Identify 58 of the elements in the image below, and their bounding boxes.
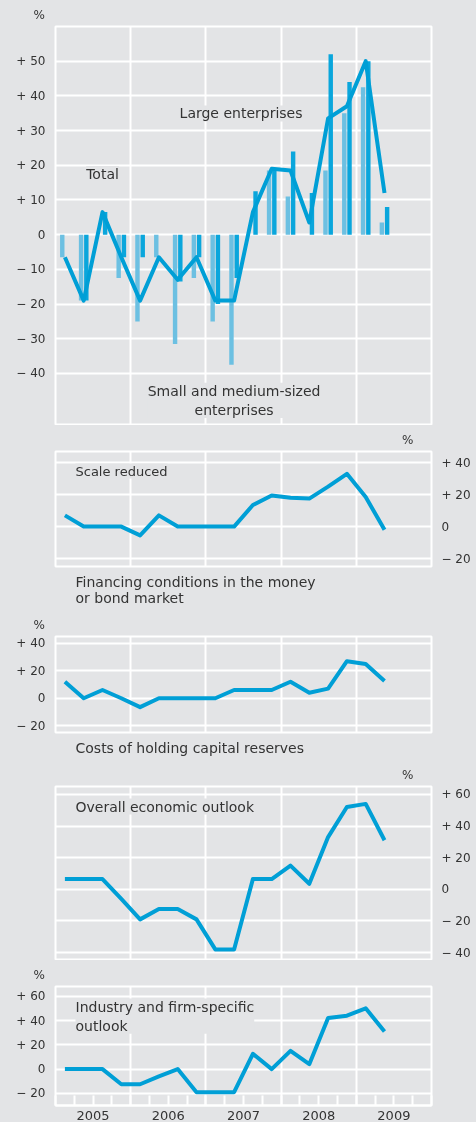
y2-tick-label: − 20 (441, 913, 471, 928)
y-tick-label: 0 (37, 1062, 46, 1077)
y-tick-label: + 50 (16, 54, 46, 69)
text: Costs of holding capital reserves (75, 739, 305, 756)
y-tick-label: − 10 (16, 262, 46, 277)
y2-axis-title: % (402, 432, 414, 447)
bar (384, 206, 390, 235)
bar (347, 82, 352, 235)
annotation: Total (85, 166, 119, 183)
y2-tick-label: − 40 (441, 945, 471, 960)
y-tick-label: + 20 (16, 1037, 46, 1052)
y2-tick-label: + 20 (441, 487, 471, 502)
y-tick-label: + 30 (16, 123, 46, 138)
y2-tick-label: + 40 (441, 819, 471, 834)
y-tick-label: − 20 (16, 1086, 46, 1101)
annotation: Small and medium-sized enterprises (147, 382, 321, 418)
text: Scale reduced (75, 463, 168, 479)
y-tick-label: − 20 (16, 297, 46, 312)
y-tick-label: + 40 (16, 636, 46, 651)
y2-tick-label: + 20 (441, 850, 471, 865)
x-tick-label: 2009 (377, 1107, 411, 1122)
y-tick-label: − 30 (16, 331, 46, 346)
text: Industry and firm-specific outlook (75, 998, 255, 1034)
y2-tick-label: + 40 (441, 455, 471, 470)
bar (285, 196, 291, 235)
bar (342, 113, 347, 235)
y2-tick-label: + 60 (441, 787, 471, 802)
y-tick-label: − 40 (16, 366, 46, 381)
line-series (62, 659, 387, 710)
x-tick-label: 2006 (151, 1107, 185, 1122)
y-tick-label: + 40 (16, 1013, 46, 1028)
y-tick-label: + 10 (16, 192, 46, 207)
y2-tick-label: − 20 (441, 551, 471, 566)
y-tick-label: − 20 (16, 718, 46, 733)
text: Overall economic outlook (75, 798, 255, 815)
bar (272, 170, 277, 235)
text: Financing conditions in the money or bond market (75, 573, 316, 606)
y-tick-label: + 20 (16, 158, 46, 173)
y-tick-label: + 60 (16, 989, 46, 1004)
y-axis-title: % (33, 617, 45, 632)
y2-tick-label: 0 (441, 519, 450, 534)
bar (323, 170, 328, 235)
y2-axis-title: % (402, 767, 414, 782)
y-axis-title: % (33, 967, 45, 982)
bar (229, 234, 234, 365)
y-tick-label: 0 (37, 227, 46, 242)
y-tick-label: + 20 (16, 663, 46, 678)
x-tick-label: 2005 (76, 1107, 110, 1122)
line-series (62, 801, 387, 952)
x-tick-label: 2008 (302, 1107, 336, 1122)
y-axis-title: % (33, 7, 45, 22)
annotation: Large enterprises (179, 105, 303, 122)
bar (360, 87, 366, 235)
bar (178, 234, 183, 282)
y-tick-label: + 40 (16, 88, 46, 103)
y2-tick-label: 0 (441, 882, 450, 897)
x-tick-label: 2007 (226, 1107, 261, 1122)
y-tick-label: 0 (37, 691, 46, 706)
